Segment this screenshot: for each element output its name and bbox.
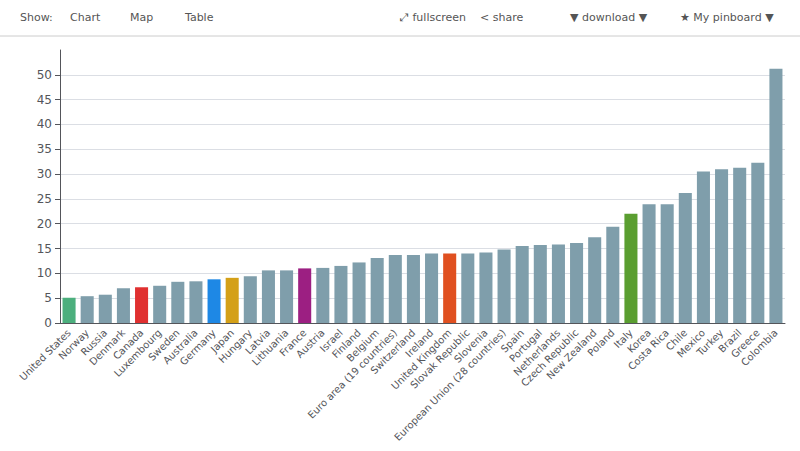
svg-text:Spain: Spain xyxy=(498,327,527,355)
svg-text:France: France xyxy=(277,327,309,359)
svg-text:New Zealand: New Zealand xyxy=(544,327,599,382)
svg-text:Switzerland: Switzerland xyxy=(368,327,418,377)
svg-text:Latvia: Latvia xyxy=(243,327,273,357)
svg-text:< share: < share xyxy=(480,11,523,24)
svg-text:Russia: Russia xyxy=(78,327,110,358)
svg-text:0: 0 xyxy=(44,316,52,330)
svg-text:Greece: Greece xyxy=(728,327,762,360)
svg-text:Canada: Canada xyxy=(110,327,146,362)
svg-text:45: 45 xyxy=(37,93,52,107)
svg-text:30: 30 xyxy=(37,167,52,181)
svg-text:Finland: Finland xyxy=(329,327,363,361)
svg-text:Australia: Australia xyxy=(160,327,200,367)
svg-text:European Union (28 countries): European Union (28 countries) xyxy=(392,327,508,443)
svg-text:15: 15 xyxy=(37,242,52,256)
svg-text:Turkey: Turkey xyxy=(694,327,726,358)
svg-text:40: 40 xyxy=(37,117,52,131)
svg-text:Mexico: Mexico xyxy=(674,327,708,360)
svg-text:Italy: Italy xyxy=(611,327,635,351)
svg-text:Germany: Germany xyxy=(177,327,218,368)
svg-text:Costa Rica: Costa Rica xyxy=(626,327,671,372)
svg-text:Israel: Israel xyxy=(317,327,345,355)
svg-text:25: 25 xyxy=(37,192,52,206)
svg-text:Belgium: Belgium xyxy=(344,327,382,364)
svg-text:Denmark: Denmark xyxy=(87,327,128,368)
svg-text:Slovak Republic: Slovak Republic xyxy=(408,327,472,391)
svg-text:Czech Republic: Czech Republic xyxy=(518,327,581,389)
svg-text:▼ download ▼: ▼ download ▼ xyxy=(570,11,648,24)
svg-text:United States: United States xyxy=(17,327,73,383)
svg-text:Poland: Poland xyxy=(585,327,617,359)
svg-text:Colombia: Colombia xyxy=(739,327,780,368)
svg-text:Euro area (19 countries): Euro area (19 countries) xyxy=(306,327,400,421)
svg-text:Table: Table xyxy=(184,11,214,24)
svg-text:Map: Map xyxy=(130,11,153,24)
svg-text:Slovenia: Slovenia xyxy=(452,327,490,365)
svg-text:Austria: Austria xyxy=(294,327,327,360)
svg-text:Netherlands: Netherlands xyxy=(511,327,563,378)
svg-text:Chile: Chile xyxy=(663,327,690,353)
svg-text:Show:: Show: xyxy=(20,11,53,24)
svg-text:Korea: Korea xyxy=(625,327,653,355)
svg-text:Portugal: Portugal xyxy=(507,327,545,365)
svg-text:Japan: Japan xyxy=(208,327,237,355)
svg-text:Norway: Norway xyxy=(56,327,92,362)
svg-text:Sweden: Sweden xyxy=(146,327,182,363)
svg-text:Luxembourg: Luxembourg xyxy=(111,327,164,379)
svg-text:United Kingdom: United Kingdom xyxy=(389,327,454,392)
svg-text:20: 20 xyxy=(37,217,52,231)
svg-text:10: 10 xyxy=(37,266,52,280)
svg-text:35: 35 xyxy=(37,142,52,156)
svg-text:Lithuania: Lithuania xyxy=(250,327,291,368)
svg-text:★ My pinboard ▼: ★ My pinboard ▼ xyxy=(680,11,774,24)
svg-text:Hungary: Hungary xyxy=(216,327,255,365)
svg-text:Chart: Chart xyxy=(70,11,101,24)
svg-text:Ireland: Ireland xyxy=(403,327,436,360)
svg-text:50: 50 xyxy=(37,68,52,82)
svg-text:⤢ fullscreen: ⤢ fullscreen xyxy=(400,11,466,24)
svg-text:5: 5 xyxy=(44,291,52,305)
svg-text:Brazil: Brazil xyxy=(716,327,744,355)
